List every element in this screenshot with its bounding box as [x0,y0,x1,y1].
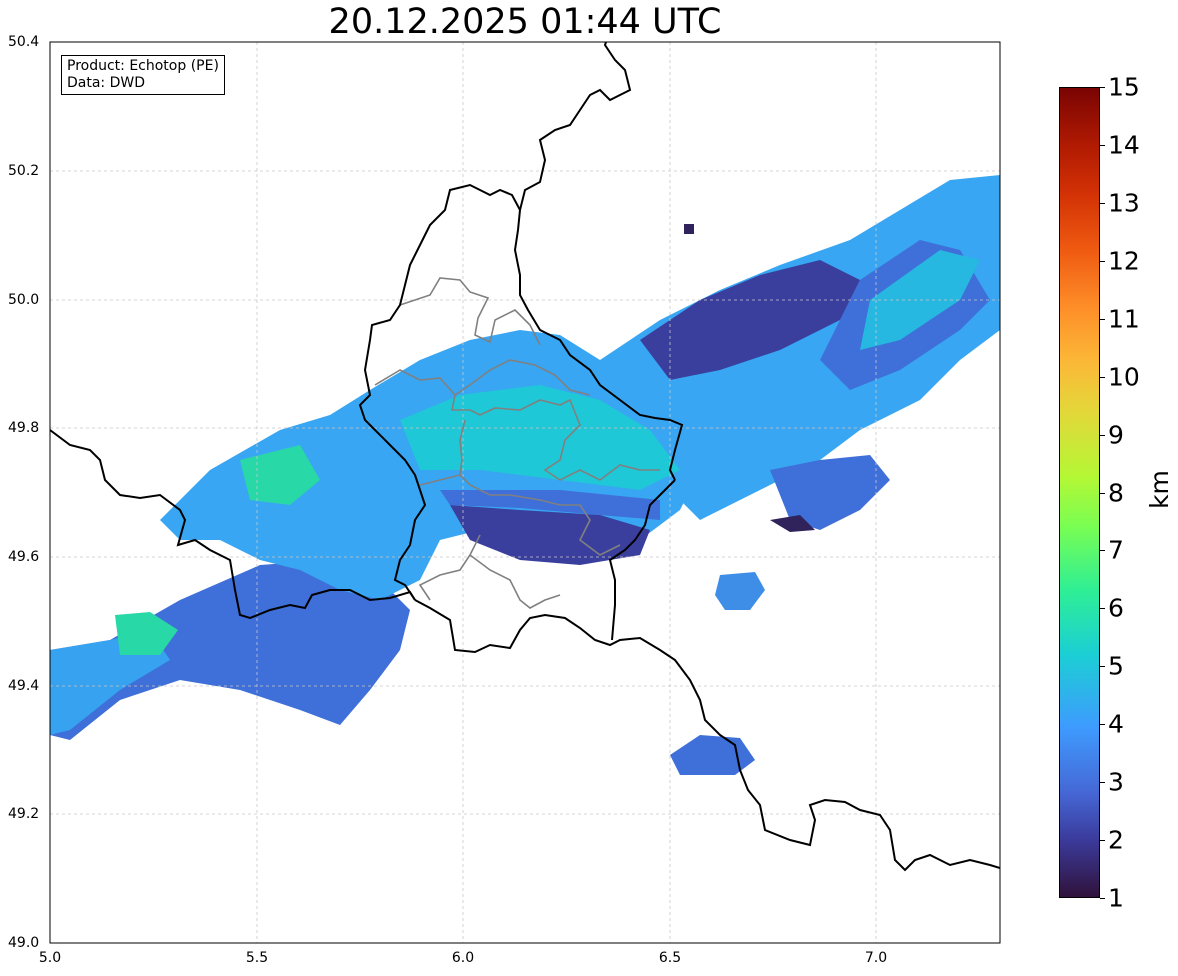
echo-darkblue-south-center [450,505,650,565]
grid-lines [50,42,1000,943]
colorbar-tick-mark [1100,492,1105,494]
colorbar-tick-mark [1100,87,1105,88]
colorbar-tick-mark [1100,608,1105,610]
colorbar-tick-label: 8 [1108,478,1124,507]
y-tick-label: 50.0 [8,292,40,308]
colorbar-tick-label: 14 [1108,130,1140,160]
info-legend-box: Product: Echotop (PE) Data: DWD [61,55,225,95]
echotop-field [50,175,1000,775]
echo-blue-south-center [440,490,660,520]
x-tick-label: 7.0 [864,950,888,966]
country-borders [50,42,1000,872]
colorbar-tick-label: 5 [1108,651,1124,681]
colorbar-tick-mark [1100,666,1105,668]
echo-cell-north [684,224,694,234]
echo-darkblue-northeast [640,260,860,380]
data-source-label: Data: DWD [67,75,145,91]
echo-darkest-east-lower [770,515,815,532]
colorbar-tick-mark [1100,782,1105,784]
colorbar-tick-mark [1100,260,1105,262]
x-tick-label: 6.0 [451,950,475,966]
colorbar-tick-label: 9 [1108,420,1124,450]
colorbar-tick-label: 4 [1108,709,1124,739]
echo-cyan-core-center [400,385,680,490]
echo-band-southwest-light [50,630,170,735]
colorbar-tick-mark [1100,840,1105,842]
colorbar-tick-label: 10 [1108,362,1140,392]
echo-cell-south-east [715,572,765,610]
y-tick-label: 49.4 [8,678,40,694]
colorbar-tick-label: 15 [1108,72,1140,102]
colorbar-tick-label: 13 [1108,188,1140,218]
x-tick-label: 6.5 [658,950,682,966]
echo-green-patch-west [240,445,320,505]
colorbar-tick-mark [1100,434,1105,436]
x-tick-label: 5.0 [38,950,62,966]
y-tick-label: 49.0 [8,935,40,951]
echo-cell-south [670,735,755,775]
colorbar-tick-label: 7 [1108,535,1124,565]
colorbar-tick-mark [1100,144,1105,146]
colorbar-tick-mark [1100,318,1105,320]
colorbar-tick-label: 11 [1108,304,1140,334]
y-tick-label: 50.2 [8,163,40,179]
colorbar-label: km [1144,470,1174,509]
colorbar-tick-label: 6 [1108,593,1124,623]
x-tick-label: 5.5 [245,950,269,966]
colorbar-tick-label: 2 [1108,825,1124,855]
colorbar-tick-label: 12 [1108,246,1140,276]
region-borders [374,277,660,609]
colorbar-tick-mark [1100,202,1105,204]
colorbar-tick-label: 3 [1108,767,1124,797]
map-axes-frame [49,41,1001,944]
y-tick-label: 50.4 [8,34,40,50]
y-tick-label: 49.6 [8,549,40,565]
echo-blue-east-lower [770,455,890,530]
map-title: 20.12.2025 01:44 UTC [328,2,722,42]
y-tick-label: 49.8 [8,420,40,436]
colorbar-tick-mark [1100,898,1105,899]
y-tick-label: 49.2 [8,806,40,822]
colorbar-tick-mark [1100,550,1105,552]
product-label: Product: Echotop (PE) [67,58,219,74]
echo-green-patch-southwest [115,612,178,655]
colorbar [1059,87,1100,898]
colorbar-tick-label: 1 [1108,883,1124,913]
echo-band-southwest [50,560,410,740]
colorbar-tick-mark [1100,376,1105,378]
colorbar-tick-mark [1100,724,1105,726]
